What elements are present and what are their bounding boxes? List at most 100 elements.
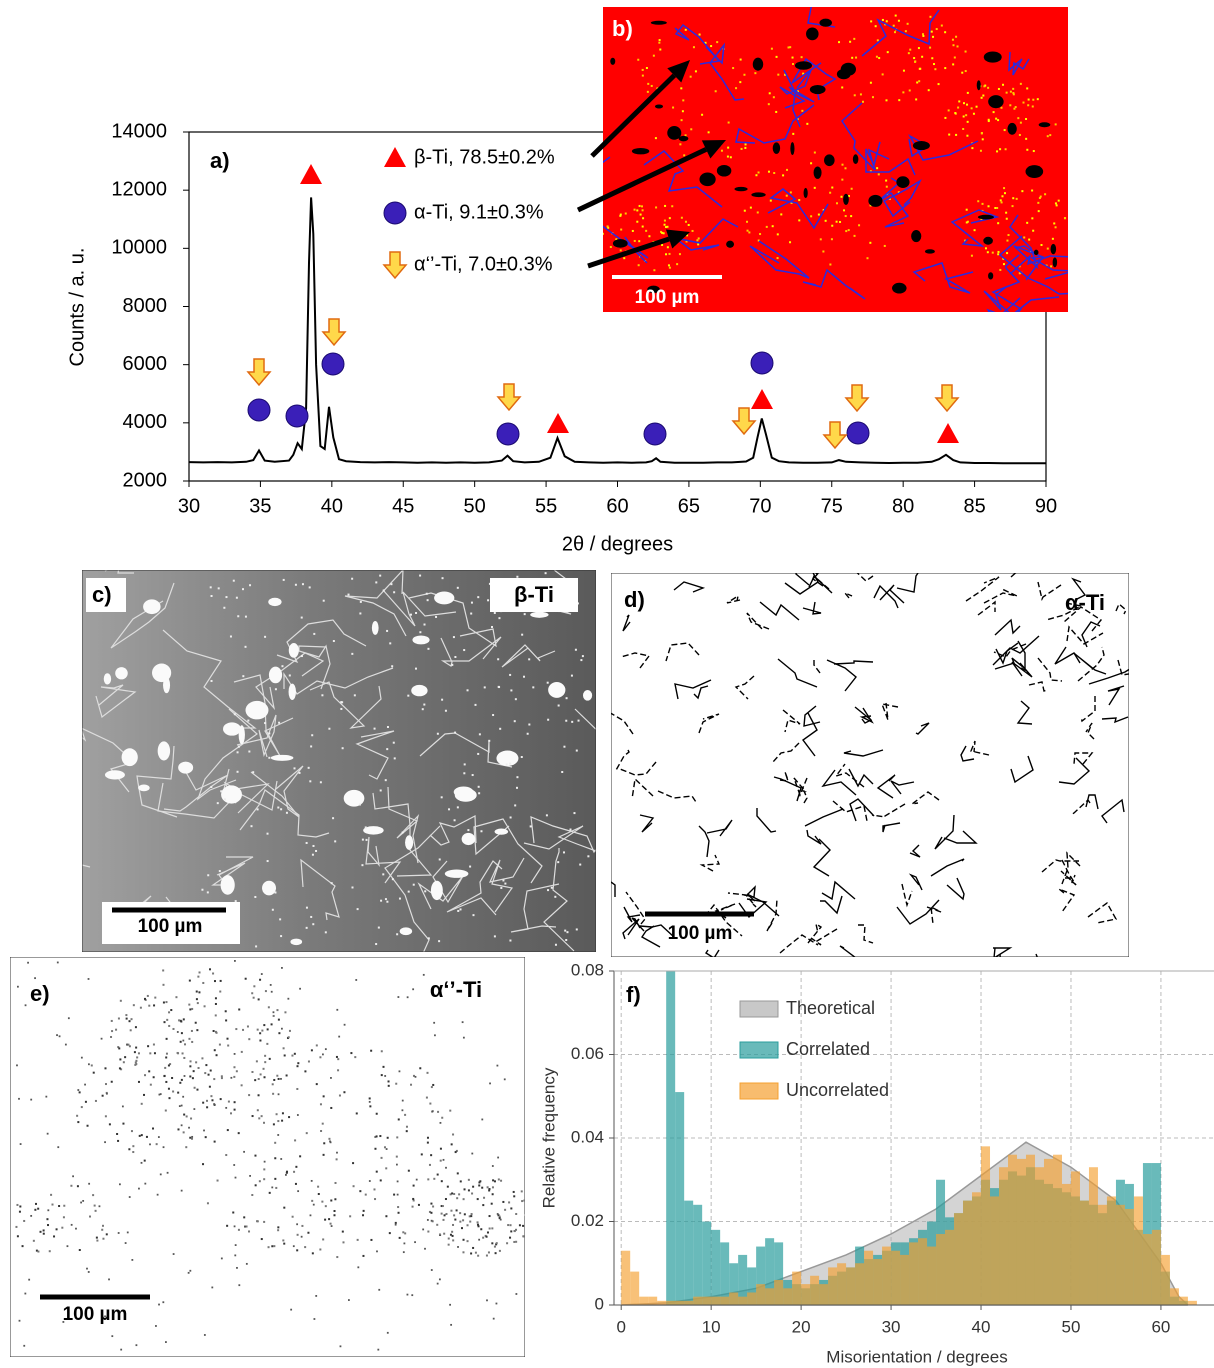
- grain-boundary: [510, 883, 560, 933]
- speck: [208, 1085, 211, 1088]
- speck: [402, 1251, 405, 1254]
- speck: [212, 972, 215, 975]
- speck: [223, 798, 226, 801]
- speck: [260, 1115, 263, 1118]
- speck: [266, 1042, 269, 1045]
- speck: [1054, 123, 1057, 126]
- speck: [1040, 244, 1043, 247]
- speck: [756, 211, 759, 214]
- beta-marker: [300, 164, 322, 184]
- speck: [456, 1172, 459, 1175]
- speck: [189, 1075, 192, 1078]
- boundary-segment: [911, 791, 940, 805]
- speck: [215, 1054, 218, 1057]
- speck: [277, 1229, 280, 1232]
- bright-grain: [494, 828, 509, 835]
- speck: [1002, 263, 1005, 266]
- speck: [310, 745, 313, 748]
- x-tick-label: 40: [972, 1317, 991, 1336]
- speck: [493, 1245, 496, 1248]
- speck: [195, 990, 198, 993]
- speck: [769, 199, 772, 202]
- speck: [259, 1073, 262, 1076]
- speck: [224, 1010, 227, 1013]
- speck: [784, 73, 787, 76]
- grain-boundary: [384, 825, 441, 952]
- speck: [726, 155, 729, 158]
- histogram-bar: [1178, 1296, 1188, 1305]
- bright-grain: [143, 599, 161, 615]
- speck: [395, 1155, 398, 1158]
- histogram-bar: [738, 1254, 748, 1305]
- speck: [223, 606, 226, 609]
- speck: [212, 1030, 215, 1033]
- speck: [561, 770, 564, 773]
- speck: [396, 1180, 399, 1183]
- speck: [843, 209, 846, 212]
- speck: [580, 659, 583, 662]
- speck: [338, 1094, 341, 1097]
- alpha-marker: [285, 404, 309, 428]
- speck: [680, 216, 683, 219]
- speck: [180, 1124, 183, 1127]
- speck: [230, 1112, 233, 1115]
- speck: [117, 1017, 120, 1020]
- speck: [681, 110, 684, 113]
- speck: [312, 844, 315, 847]
- x-tick-label: 85: [963, 495, 985, 517]
- speck: [158, 1303, 160, 1306]
- boundary-segment: [1080, 696, 1096, 723]
- speck: [333, 1209, 336, 1212]
- speck: [1050, 265, 1053, 268]
- speck: [528, 658, 531, 661]
- speck: [488, 1215, 491, 1218]
- pore: [892, 282, 907, 294]
- speck: [609, 245, 612, 248]
- speck: [516, 776, 519, 779]
- boundary-segment: [1117, 659, 1129, 676]
- speck: [870, 20, 873, 23]
- speck: [315, 1295, 318, 1297]
- speck: [188, 1126, 190, 1129]
- speck: [485, 1254, 488, 1257]
- speck: [755, 174, 758, 177]
- grain-boundary: [163, 766, 229, 812]
- speck: [875, 55, 878, 58]
- speck: [486, 1186, 489, 1189]
- speck: [397, 1211, 400, 1214]
- speck: [1023, 236, 1026, 239]
- boundary-segment: [1066, 625, 1104, 645]
- speck: [235, 1070, 238, 1073]
- speck: [439, 1159, 442, 1162]
- speck: [266, 860, 269, 863]
- speck: [240, 1050, 243, 1053]
- speck: [375, 1135, 378, 1138]
- speck: [300, 1235, 303, 1238]
- speck: [235, 1028, 238, 1031]
- speck: [432, 1083, 435, 1086]
- speck: [183, 1056, 186, 1059]
- speck: [16, 1203, 19, 1206]
- speck: [729, 156, 732, 159]
- grain-boundary: [530, 812, 596, 854]
- bright-grain: [530, 611, 549, 618]
- speck: [1053, 222, 1056, 225]
- speck: [284, 1011, 287, 1014]
- speck: [445, 1212, 448, 1215]
- speck: [18, 1210, 21, 1213]
- boundary-segment: [1073, 752, 1094, 765]
- speck: [315, 849, 318, 852]
- speck: [1002, 83, 1005, 86]
- speck: [355, 1112, 358, 1115]
- boundary-segment: [858, 924, 874, 944]
- speck: [320, 1129, 323, 1132]
- pore: [726, 240, 735, 248]
- speck: [997, 87, 1000, 90]
- speck: [849, 40, 852, 43]
- speck: [844, 167, 847, 170]
- speck: [876, 167, 879, 170]
- speck: [606, 225, 609, 228]
- boundary-segment: [1077, 646, 1105, 682]
- speck: [1026, 87, 1029, 90]
